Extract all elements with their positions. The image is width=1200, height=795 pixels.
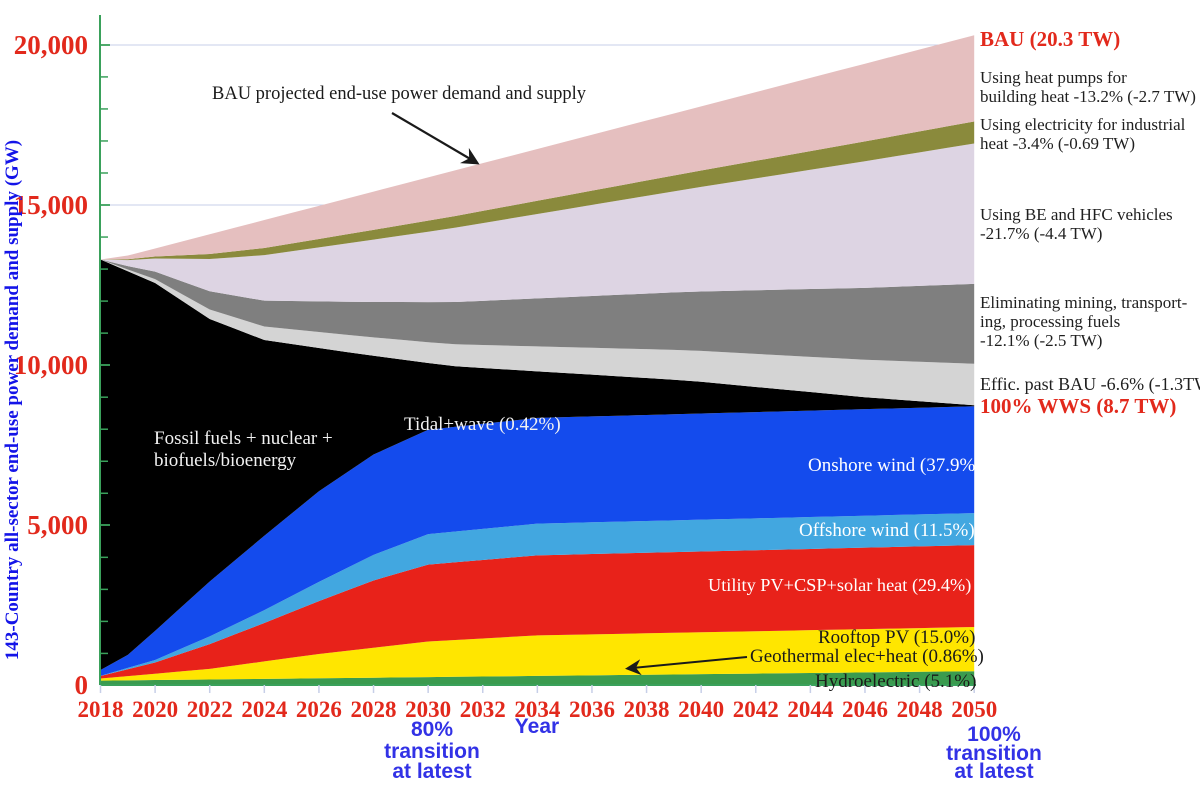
svg-text:Hydroelectric (5.1%): Hydroelectric (5.1%) — [815, 671, 976, 692]
svg-text:Eliminating mining, transport-: Eliminating mining, transport- — [980, 293, 1188, 312]
svg-text:Using BE and HFC vehicles: Using BE and HFC vehicles — [980, 205, 1173, 224]
svg-text:10,000: 10,000 — [14, 350, 88, 380]
svg-text:2032: 2032 — [460, 697, 506, 722]
svg-text:BAU projected end-use power de: BAU projected end-use power demand and s… — [212, 84, 587, 104]
svg-text:Onshore wind (37.9%: Onshore wind (37.9% — [808, 455, 975, 476]
svg-text:2038: 2038 — [624, 697, 670, 722]
svg-text:0: 0 — [75, 670, 89, 700]
svg-text:15,000: 15,000 — [14, 190, 88, 220]
svg-text:2028: 2028 — [351, 697, 397, 722]
svg-text:-12.1% (-2.5 TW): -12.1% (-2.5 TW) — [980, 331, 1102, 350]
svg-text:2036: 2036 — [569, 697, 615, 722]
svg-text:-21.7% (-4.4 TW): -21.7% (-4.4 TW) — [980, 224, 1102, 243]
svg-text:Offshore wind (11.5%): Offshore wind (11.5%) — [799, 520, 975, 541]
svg-text:BAU (20.3 TW): BAU (20.3 TW) — [980, 27, 1120, 51]
svg-text:Geothermal elec+heat (0.86%): Geothermal elec+heat (0.86%) — [750, 646, 984, 667]
svg-text:2050: 2050 — [951, 697, 997, 722]
svg-text:Utility PV+CSP+solar heat (29.: Utility PV+CSP+solar heat (29.4%) — [708, 575, 971, 596]
svg-text:143-Country all-sector end-use: 143-Country all-sector end-use power dem… — [2, 140, 23, 660]
svg-text:2018: 2018 — [78, 697, 124, 722]
svg-text:2042: 2042 — [733, 697, 779, 722]
svg-text:heat -3.4% (-0.69 TW): heat -3.4% (-0.69 TW) — [980, 134, 1135, 153]
svg-text:2048: 2048 — [897, 697, 943, 722]
svg-text:Tidal+wave (0.42%): Tidal+wave (0.42%) — [404, 414, 561, 435]
svg-text:Rooftop PV (15.0%): Rooftop PV (15.0%) — [818, 627, 975, 648]
svg-text:Fossil fuels + nuclear +: Fossil fuels + nuclear + — [154, 428, 333, 449]
svg-text:Effic. past BAU -6.6% (-1.3TW): Effic. past BAU -6.6% (-1.3TW) — [980, 374, 1200, 395]
svg-text:2022: 2022 — [187, 697, 233, 722]
svg-text:5,000: 5,000 — [27, 510, 88, 540]
svg-text:2024: 2024 — [241, 697, 288, 722]
svg-text:Using electricity for industri: Using electricity for industrial — [980, 115, 1186, 134]
svg-text:at latest: at latest — [954, 760, 1033, 783]
svg-text:biofuels/bioenergy: biofuels/bioenergy — [154, 450, 297, 471]
svg-text:2020: 2020 — [132, 697, 178, 722]
svg-text:2046: 2046 — [842, 697, 888, 722]
svg-text:Year: Year — [515, 715, 559, 738]
svg-text:Using heat pumps for: Using heat pumps for — [980, 68, 1127, 87]
svg-text:80%: 80% — [411, 718, 453, 741]
svg-text:2044: 2044 — [787, 697, 834, 722]
svg-text:100% WWS (8.7 TW): 100% WWS (8.7 TW) — [980, 394, 1176, 418]
svg-text:20,000: 20,000 — [14, 30, 88, 60]
svg-text:building heat -13.2% (-2.7 TW): building heat -13.2% (-2.7 TW) — [980, 87, 1196, 106]
svg-text:ing, processing fuels: ing, processing fuels — [980, 312, 1120, 331]
svg-text:at latest: at latest — [392, 760, 471, 783]
svg-text:2026: 2026 — [296, 697, 342, 722]
svg-text:2040: 2040 — [678, 697, 724, 722]
